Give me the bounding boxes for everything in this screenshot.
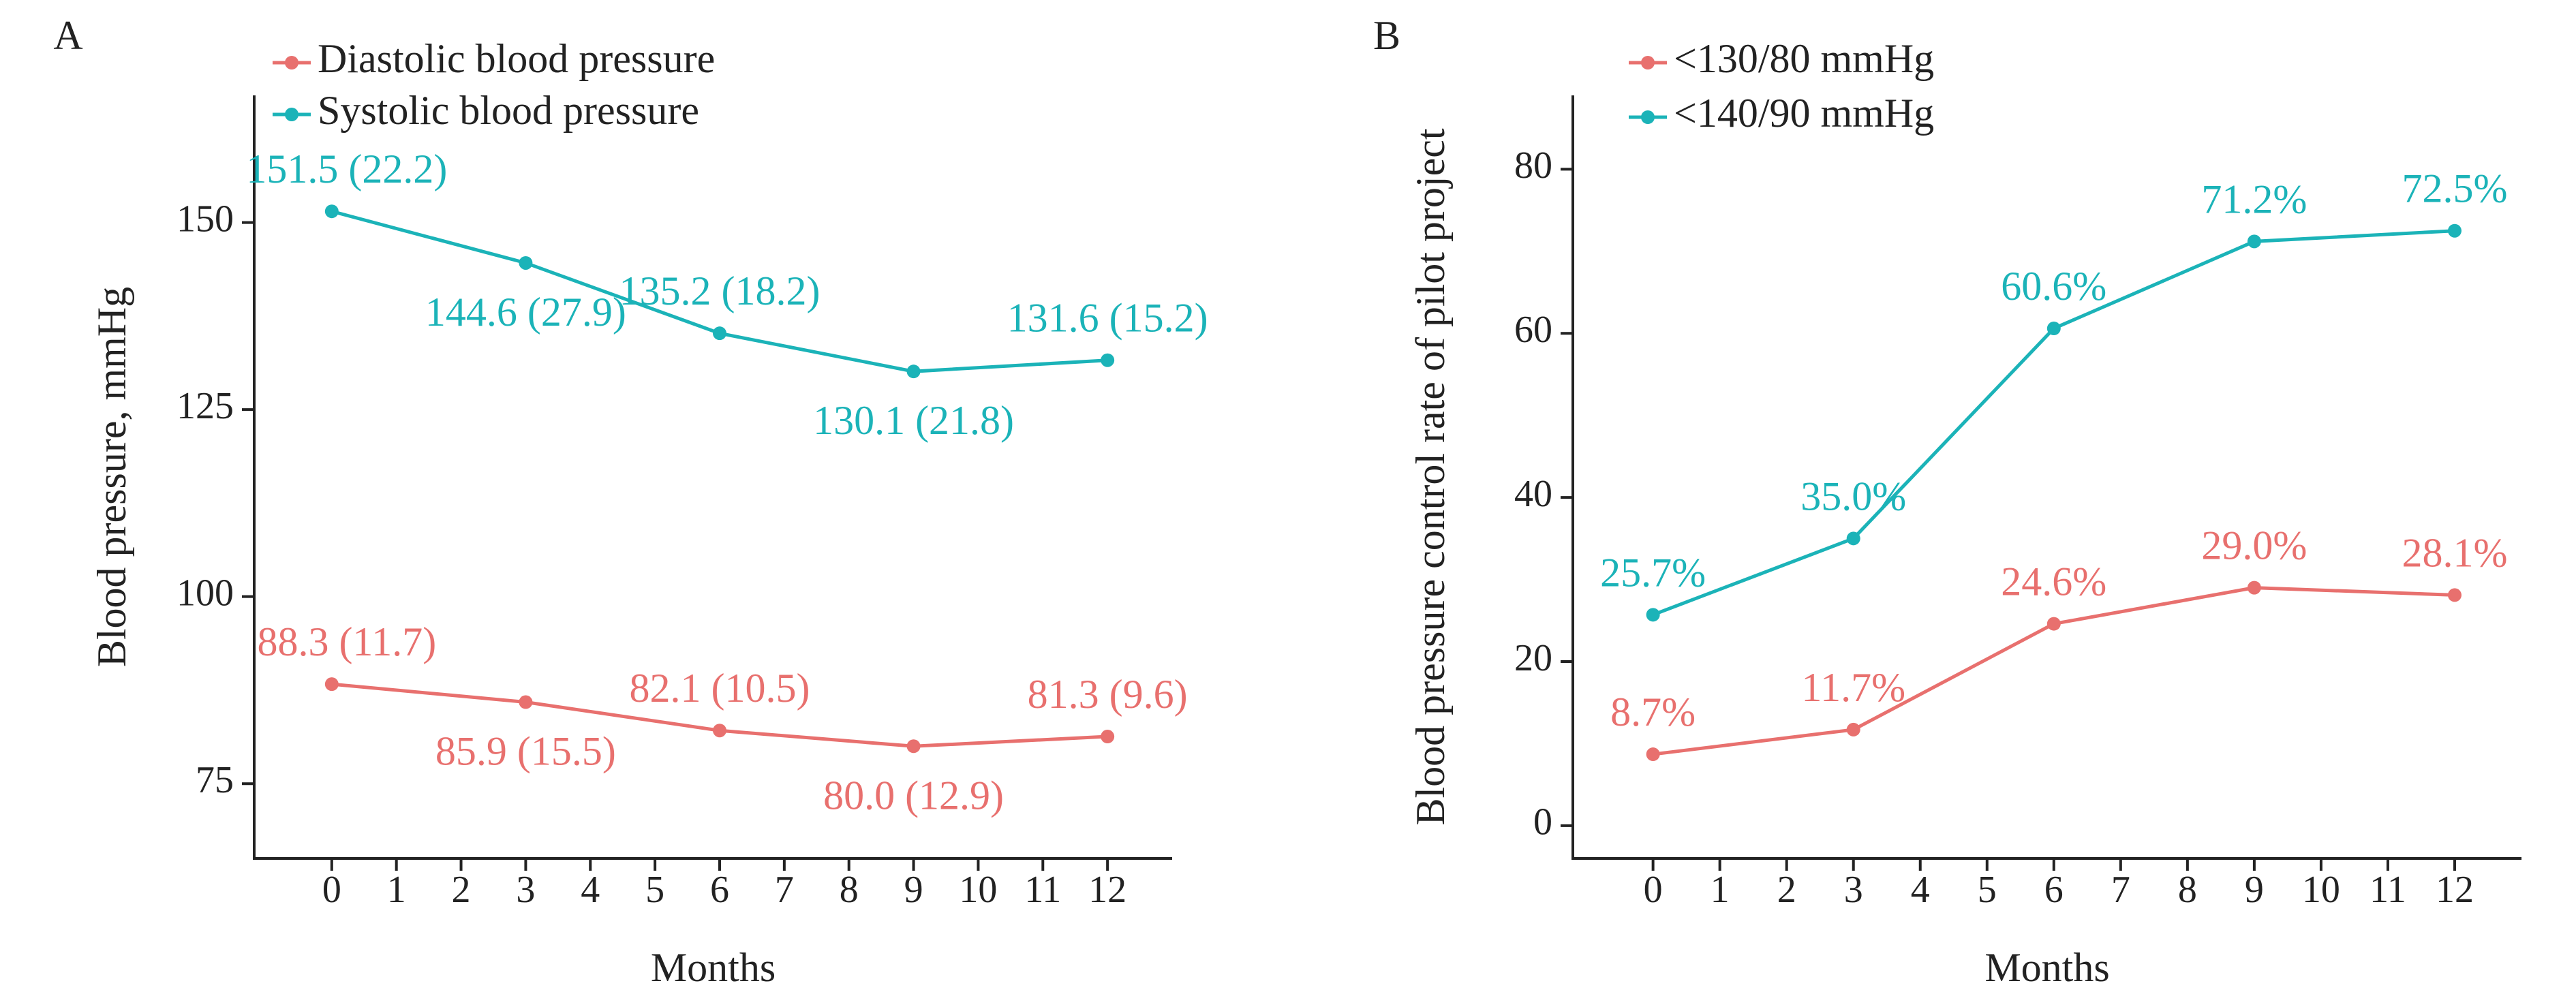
panel-a-x-tick-label: 0 <box>322 869 341 911</box>
panel-a-series-systolic-blood-pressure-point <box>324 204 339 219</box>
panel-b-label: B <box>1373 13 1400 58</box>
panel-b-y-tick-label: 60 <box>1514 309 1552 351</box>
panel-a-x-tick-label: 3 <box>516 869 535 911</box>
panel-a-x-tick-label: 6 <box>710 869 729 911</box>
panel-b-series-140-90-mmhg-data-label: 25.7% <box>1600 550 1706 595</box>
panel-b-y-axis-title: Blood pressure control rate of pilot pro… <box>1408 128 1453 825</box>
panel-a-x-tick-label: 5 <box>645 869 664 911</box>
panel-b-series-140-90-mmhg-legend-label: <140/90 mmHg <box>1674 91 1934 136</box>
panel-b-axes <box>1571 95 2521 860</box>
panel-a-x-tick-label: 8 <box>840 869 859 911</box>
panel-b-series-140-90-mmhg-point <box>1646 608 1660 622</box>
panel-a-series-diastolic-blood-pressure-data-label: 85.9 (15.5) <box>435 729 616 774</box>
panel-a-x-tick-label: 2 <box>452 869 471 911</box>
panel-a-series-diastolic-blood-pressure-point <box>519 695 533 709</box>
panel-b-series-130-80-mmhg-point <box>1846 722 1860 737</box>
panel-b-series-130-80-mmhg-point <box>2046 617 2061 631</box>
panel-a-series-systolic-blood-pressure-data-label: 151.5 (22.2) <box>246 146 447 191</box>
panel-b-x-tick-label: 2 <box>1777 869 1796 911</box>
panel-b-series-140-90-mmhg-point <box>1846 531 1860 546</box>
panel-a-series-diastolic-blood-pressure-point <box>906 739 921 754</box>
panel-a-x-tick-label: 11 <box>1024 869 1061 911</box>
panel-b-y-tick-label: 40 <box>1514 473 1552 515</box>
panel-a-series-diastolic-blood-pressure-point <box>1101 730 1115 744</box>
panel-a-label: A <box>53 13 82 58</box>
panel-a-y-tick-label: 100 <box>177 572 234 615</box>
panel-b-x-tick-label: 10 <box>2302 869 2340 911</box>
panel-a-series-diastolic-blood-pressure-point <box>324 677 339 692</box>
panel-a-series-diastolic-blood-pressure-point <box>712 724 726 738</box>
panel-b-x-tick-label: 3 <box>1844 869 1863 911</box>
panel-a-series-systolic-blood-pressure-point <box>906 365 921 379</box>
panel-a-x-tick-label: 12 <box>1088 869 1126 911</box>
panel-b-x-tick-label: 0 <box>1644 869 1663 911</box>
panel-a-series-systolic-blood-pressure-data-label: 144.6 (27.9) <box>425 290 626 335</box>
panel-b-x-tick-label: 1 <box>1711 869 1730 911</box>
panel-b-x-axis-title: Months <box>1984 945 2109 990</box>
panel-b-series-140-90-mmhg-data-label: 72.5% <box>2402 166 2507 211</box>
panel-a-axes <box>253 95 1172 860</box>
panel-a-x-tick-label: 4 <box>581 869 600 911</box>
panel-b-series-130-80-mmhg-legend-label: <130/80 mmHg <box>1674 36 1934 81</box>
panel-b-series-140-90-mmhg-point <box>2447 223 2462 238</box>
panel-a-series-diastolic-blood-pressure-data-label: 88.3 (11.7) <box>257 619 436 664</box>
panel-b-series-130-80-mmhg-data-label: 8.7% <box>1610 689 1696 734</box>
panel-b-series-130-80-mmhg-line <box>1653 586 2455 756</box>
panel-a-x-tick-label: 9 <box>904 869 923 911</box>
panel-b-x-tick-label: 4 <box>1911 869 1930 911</box>
panel-b-x-tick-label: 9 <box>2245 869 2264 911</box>
panel-a-series-diastolic-blood-pressure-legend-swatch-point <box>285 56 298 69</box>
panel-b-series-140-90-mmhg-data-label: 35.0% <box>1800 474 1906 518</box>
panel-b-series-130-80-mmhg-data-label: 28.1% <box>2402 530 2507 575</box>
panel-a-series-systolic-blood-pressure-point <box>1101 353 1115 367</box>
panel-b-y-tick-label: 80 <box>1514 144 1552 187</box>
panel-a-series-systolic-blood-pressure-legend-label: Systolic blood pressure <box>318 88 699 133</box>
panel-b-series-130-80-mmhg-point <box>2447 588 2462 602</box>
panel-a-series-systolic-blood-pressure-data-label: 135.2 (18.2) <box>619 268 821 313</box>
panel-b-series-140-90-mmhg-data-label: 60.6% <box>2001 264 2106 309</box>
panel-a-series-diastolic-blood-pressure-data-label: 80.0 (12.9) <box>823 773 1004 818</box>
panel-a-series-diastolic-blood-pressure-data-label: 82.1 (10.5) <box>630 666 810 711</box>
panel-a-x-tick-label: 1 <box>387 869 406 911</box>
panel-a-series-diastolic-blood-pressure-data-label: 81.3 (9.6) <box>1028 672 1188 717</box>
panel-b-x-tick-label: 11 <box>2370 869 2406 911</box>
panel-a-y-tick-label: 150 <box>177 198 234 241</box>
panel-b-series-140-90-mmhg-point <box>2046 322 2061 336</box>
panel-b-y-tick-label: 0 <box>1533 801 1552 843</box>
panel-a-series-systolic-blood-pressure-legend-swatch-point <box>285 108 298 121</box>
panel-b-series-140-90-mmhg-point <box>2247 234 2261 249</box>
panel-b-x-tick-label: 5 <box>1978 869 1997 911</box>
panel-a-series-systolic-blood-pressure-data-label: 131.6 (15.2) <box>1007 296 1208 341</box>
panel-b-series-130-80-mmhg-data-label: 11.7% <box>1801 665 1905 710</box>
panel-b-x-tick-label: 7 <box>2111 869 2130 911</box>
panel-a-series-diastolic-blood-pressure-legend-label: Diastolic blood pressure <box>318 36 715 81</box>
panel-a-series-systolic-blood-pressure-data-label: 130.1 (21.8) <box>813 398 1014 443</box>
panel-b-series-140-90-mmhg-legend-swatch-point <box>1641 110 1655 124</box>
panel-a-x-tick-label: 10 <box>959 869 997 911</box>
panel-a-series-systolic-blood-pressure-point <box>712 326 726 341</box>
panel-b-x-tick-label: 6 <box>2044 869 2064 911</box>
panel-b-series-130-80-mmhg-point <box>2247 580 2261 595</box>
panel-a-series-systolic-blood-pressure-point <box>519 255 533 270</box>
panel-a-y-tick-label: 75 <box>196 759 234 801</box>
panel-a-x-axis-title: Months <box>651 945 776 990</box>
panel-b-series-130-80-mmhg-data-label: 24.6% <box>2001 559 2106 604</box>
panel-b-x-tick-label: 12 <box>2436 869 2474 911</box>
panel-b-series-130-80-mmhg-data-label: 29.0% <box>2201 523 2307 568</box>
panel-a-y-tick-label: 125 <box>177 385 234 427</box>
panel-b-y-tick-label: 20 <box>1514 637 1552 679</box>
panel-a-x-tick-label: 7 <box>775 869 794 911</box>
panel-b-series-140-90-mmhg-data-label: 71.2% <box>2201 176 2307 221</box>
panel-b-series-130-80-mmhg-point <box>1646 747 1660 762</box>
panel-b-x-tick-label: 8 <box>2178 869 2197 911</box>
panel-b-series-130-80-mmhg-legend-swatch-point <box>1641 56 1655 69</box>
panel-a-y-axis-title: Blood pressure, mmHg <box>89 287 134 667</box>
